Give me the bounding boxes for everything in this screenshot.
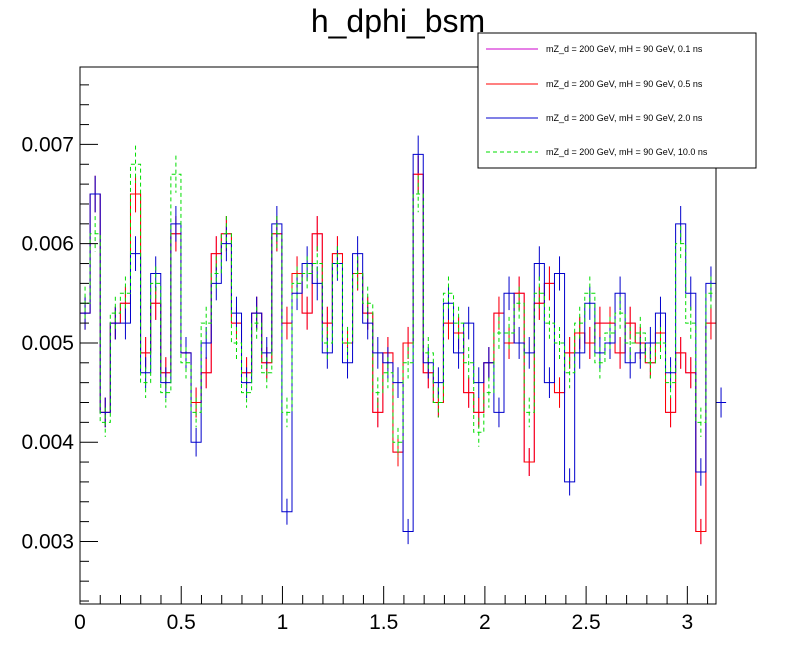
series-3 (80, 145, 716, 457)
y-tick-label: 0.003 (21, 530, 74, 553)
chart-title: h_dphi_bsm (311, 3, 485, 39)
legend-label: mZ_d = 200 GeV, mH = 90 GeV, 0.5 ns (546, 79, 703, 89)
y-tick-label: 0.006 (21, 233, 74, 256)
series-step-line (80, 163, 716, 443)
x-tick-label: 2 (479, 611, 491, 634)
x-tick-label: 1.5 (369, 611, 398, 634)
plot-series (80, 135, 727, 545)
y-tick-label: 0.007 (21, 133, 74, 156)
x-tick-label: 0.5 (167, 611, 196, 634)
legend-label: mZ_d = 200 GeV, mH = 90 GeV, 2.0 ns (546, 113, 703, 123)
legend-label: mZ_d = 200 GeV, mH = 90 GeV, 10.0 ns (546, 147, 708, 157)
x-tick-label: 1 (277, 611, 289, 634)
y-tick-label: 0.004 (21, 431, 74, 454)
legend: mZ_d = 200 GeV, mH = 90 GeV, 0.1 ns mZ_d … (477, 32, 757, 169)
legend-label: mZ_d = 200 GeV, mH = 90 GeV, 0.1 ns (546, 44, 703, 54)
x-axis: 0 0.5 1 1.5 2 2.5 3 (74, 586, 709, 634)
legend-entries: mZ_d = 200 GeV, mH = 90 GeV, 0.1 ns mZ_d … (486, 44, 708, 157)
plot-frame (79, 66, 717, 605)
x-tick-label: 2.5 (572, 611, 601, 634)
series-step-line (80, 153, 727, 533)
x-tick-label: 0 (74, 611, 86, 634)
x-tick-label: 3 (681, 611, 693, 634)
y-axis: 0.003 0.004 0.005 0.006 0.007 (21, 84, 98, 602)
legend-box (477, 32, 757, 169)
series-2 (80, 135, 727, 545)
y-tick-label: 0.005 (21, 332, 74, 355)
